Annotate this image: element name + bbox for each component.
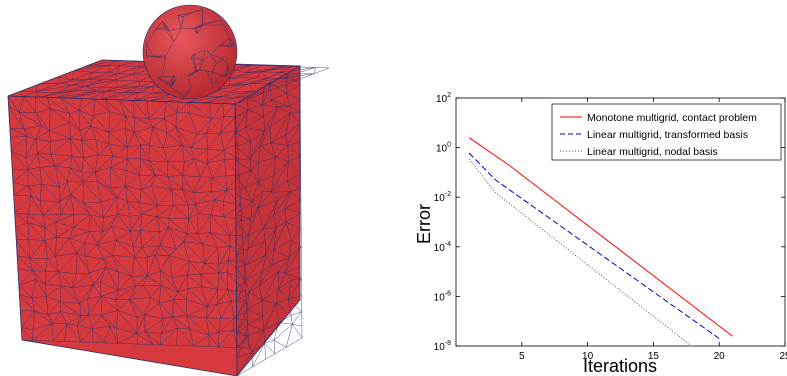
x-tick-label: 25 [779,351,787,362]
x-tick-label: 20 [714,351,726,362]
x-tick-label: 10 [582,351,594,362]
sphere-mesh-lines [146,9,235,98]
y-tick-label: 102 [436,92,451,105]
y-tick-label: 100 [436,142,451,155]
y-tick-label: 10-6 [434,290,451,303]
x-tick-label: 15 [648,351,660,362]
y-tick-label: 10-2 [434,191,451,204]
x-axis-title: Iterations [583,356,657,376]
legend-box [551,103,782,161]
cube-right-face [235,66,300,376]
x-tick-label: 5 [519,351,525,362]
series-line-nodal [468,158,694,348]
series-lines [468,137,733,348]
x-axis-ticks: 5 10 15 20 25 [519,98,787,362]
legend-label-monotone: Monotone multigrid, contact problem [587,112,757,124]
legend-label-transformed: Linear multigrid, transformed basis [587,129,748,141]
y-axis-ticks: 102 100 10-2 10-4 10-6 10-8 [434,92,785,353]
y-tick-label: 10-4 [434,241,451,254]
mesh-figure [7,4,330,376]
sphere [142,4,238,100]
legend-label-nodal: Linear multigrid, nodal basis [587,146,718,158]
y-tick-label: 10-8 [434,340,451,353]
y-axis-title: Error [414,204,434,244]
convergence-chart: 5 10 15 20 25 102 100 10-2 10-4 10-6 10-8 Iterati… [414,92,787,376]
series-line-transformed [468,152,720,339]
series-line-monotone [468,137,733,337]
legend: Monotone multigrid, contact problem Line… [551,103,782,161]
